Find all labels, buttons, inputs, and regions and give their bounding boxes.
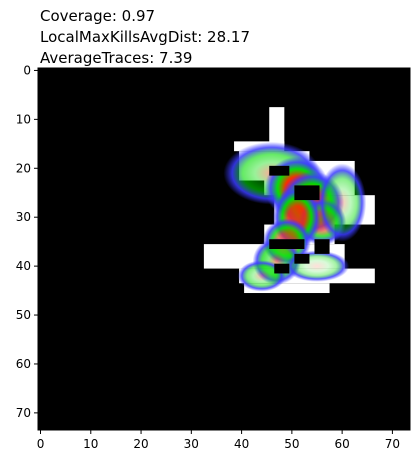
blocked-cell-0 <box>269 165 290 176</box>
y-tick-label-20: 20 <box>16 161 31 175</box>
chart-title-coverage: Coverage: 0.97 <box>40 7 156 25</box>
density-blob-7 <box>237 260 286 292</box>
x-tick-label-50: 50 <box>284 437 299 451</box>
chart-title-local-max-kills-avg-dist: LocalMaxKillsAvgDist: 28.17 <box>40 28 250 46</box>
y-tick-label-30: 30 <box>16 210 31 224</box>
y-tick-label-60: 60 <box>16 357 31 371</box>
blocked-cells <box>269 165 330 274</box>
y-axis: 0 10 20 30 40 50 60 70 <box>16 63 38 420</box>
y-tick-label-0: 0 <box>23 63 31 77</box>
blocked-cell-2 <box>269 239 305 249</box>
x-axis: 0 10 20 30 40 50 60 70 <box>37 430 400 451</box>
x-tick-label-30: 30 <box>184 437 199 451</box>
blocked-cell-5 <box>274 263 290 274</box>
x-tick-label-10: 10 <box>83 437 98 451</box>
y-tick-label-10: 10 <box>16 112 31 126</box>
explored-cell-8 <box>244 283 330 294</box>
y-tick-label-70: 70 <box>16 406 31 420</box>
blocked-cell-1 <box>294 185 320 201</box>
y-tick-label-50: 50 <box>16 308 31 322</box>
chart-title-average-traces: AverageTraces: 7.39 <box>40 49 193 67</box>
y-tick-label-40: 40 <box>16 259 31 273</box>
explored-cell-0 <box>269 107 285 147</box>
blocked-cell-3 <box>294 253 310 264</box>
blocked-cell-4 <box>314 239 330 254</box>
x-tick-label-40: 40 <box>234 437 249 451</box>
x-tick-label-60: 60 <box>334 437 349 451</box>
x-tick-label-20: 20 <box>133 437 148 451</box>
plot-frame <box>37 67 411 431</box>
density-heat <box>223 141 367 292</box>
x-tick-label-70: 70 <box>385 437 400 451</box>
x-tick-label-0: 0 <box>37 437 45 451</box>
density-blob-8 <box>318 163 367 242</box>
